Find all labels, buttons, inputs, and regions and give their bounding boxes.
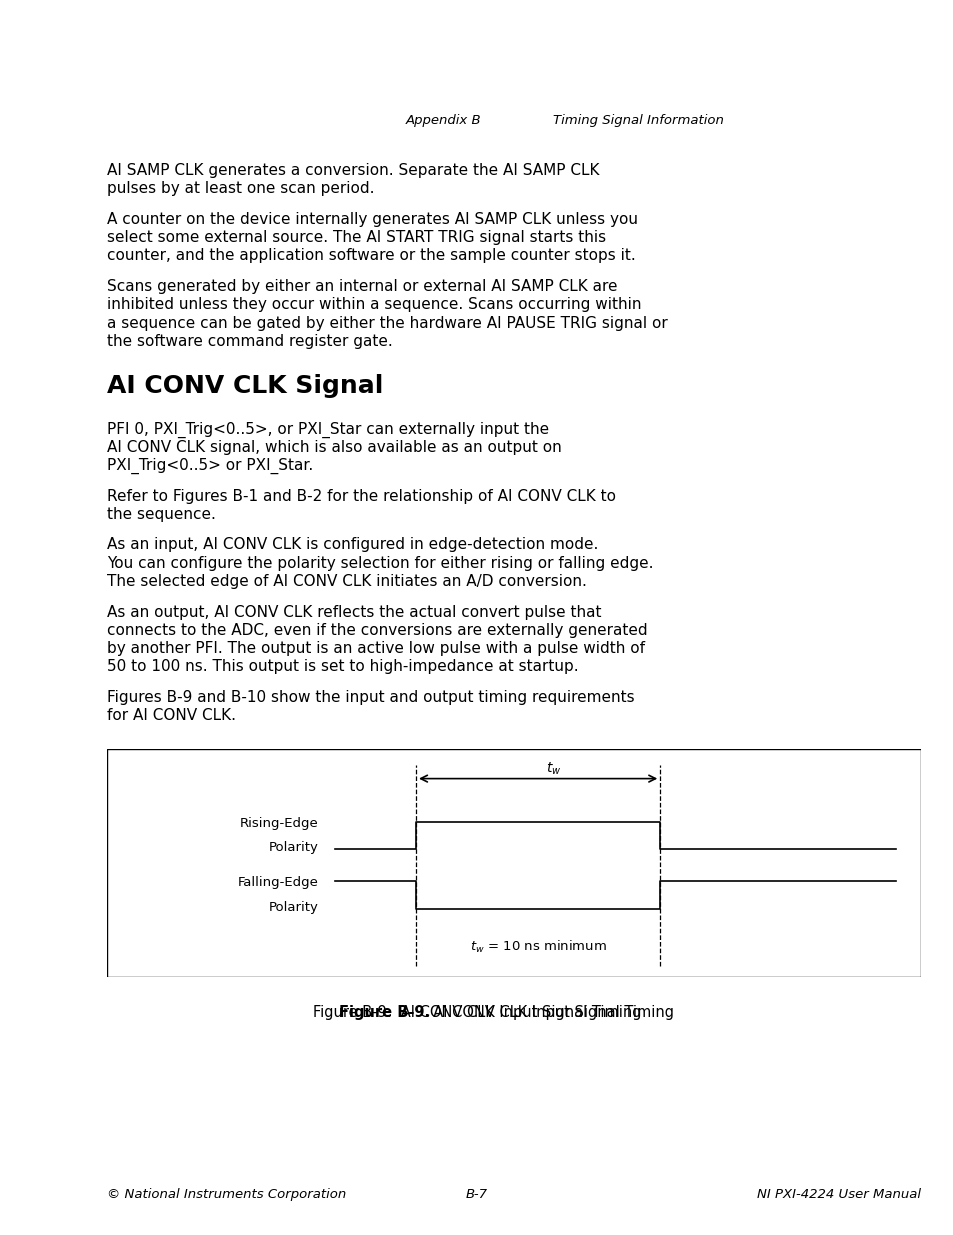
Text: Figure B-9.  AI CONV CLK Input Signal Timing: Figure B-9. AI CONV CLK Input Signal Tim… [313,1004,640,1020]
Text: A counter on the device internally generates AI SAMP CLK unless you: A counter on the device internally gener… [107,212,638,227]
Text: AI CONV CLK Input Signal Timing: AI CONV CLK Input Signal Timing [423,1004,673,1020]
Text: inhibited unless they occur within a sequence. Scans occurring within: inhibited unless they occur within a seq… [107,298,640,312]
Text: select some external source. The AI START TRIG signal starts this: select some external source. The AI STAR… [107,230,605,246]
Text: You can configure the polarity selection for either rising or falling edge.: You can configure the polarity selection… [107,556,653,571]
Text: Appendix B: Appendix B [405,114,480,127]
Text: © National Instruments Corporation: © National Instruments Corporation [107,1188,346,1202]
Text: Refer to Figures B-1 and B-2 for the relationship of AI CONV CLK to: Refer to Figures B-1 and B-2 for the rel… [107,489,616,504]
Text: pulses by at least one scan period.: pulses by at least one scan period. [107,182,374,196]
Text: Figures B-9 and B-10 show the input and output timing requirements: Figures B-9 and B-10 show the input and … [107,690,634,705]
Text: for AI CONV CLK.: for AI CONV CLK. [107,709,235,724]
Text: Rising-Edge: Rising-Edge [239,818,318,830]
Text: The selected edge of AI CONV CLK initiates an A/D conversion.: The selected edge of AI CONV CLK initiat… [107,574,586,589]
Text: the software command register gate.: the software command register gate. [107,333,393,350]
Text: the sequence.: the sequence. [107,506,215,522]
Text: counter, and the application software or the sample counter stops it.: counter, and the application software or… [107,248,635,263]
Text: B-7: B-7 [465,1188,488,1202]
Text: As an output, AI CONV CLK reflects the actual convert pulse that: As an output, AI CONV CLK reflects the a… [107,605,600,620]
Text: 50 to 100 ns. This output is set to high-impedance at startup.: 50 to 100 ns. This output is set to high… [107,659,578,674]
Text: connects to the ADC, even if the conversions are externally generated: connects to the ADC, even if the convers… [107,622,647,638]
Text: Scans generated by either an internal or external AI SAMP CLK are: Scans generated by either an internal or… [107,279,617,294]
Text: $t_w$ = 10 ns minimum: $t_w$ = 10 ns minimum [469,939,606,955]
Text: Timing Signal Information: Timing Signal Information [553,114,723,127]
Text: AI SAMP CLK generates a conversion. Separate the AI SAMP CLK: AI SAMP CLK generates a conversion. Sepa… [107,163,598,178]
Text: a sequence can be gated by either the hardware AI PAUSE TRIG signal or: a sequence can be gated by either the ha… [107,316,667,331]
Text: Falling-Edge: Falling-Edge [237,877,318,889]
Text: AI CONV CLK signal, which is also available as an output on: AI CONV CLK signal, which is also availa… [107,440,561,454]
Text: NI PXI-4224 User Manual: NI PXI-4224 User Manual [756,1188,920,1202]
Text: Polarity: Polarity [269,841,318,855]
Text: AI CONV CLK Signal: AI CONV CLK Signal [107,374,383,399]
Text: by another PFI. The output is an active low pulse with a pulse width of: by another PFI. The output is an active … [107,641,644,656]
Text: PXI_Trig<0..5> or PXI_Star.: PXI_Trig<0..5> or PXI_Star. [107,458,313,474]
Text: As an input, AI CONV CLK is configured in edge-detection mode.: As an input, AI CONV CLK is configured i… [107,537,598,552]
Text: PFI 0, PXI_Trig<0..5>, or PXI_Star can externally input the: PFI 0, PXI_Trig<0..5>, or PXI_Star can e… [107,421,548,437]
Text: Figure B-9.: Figure B-9. [338,1004,430,1020]
Text: Polarity: Polarity [269,900,318,914]
Text: $t_w$: $t_w$ [546,761,561,778]
